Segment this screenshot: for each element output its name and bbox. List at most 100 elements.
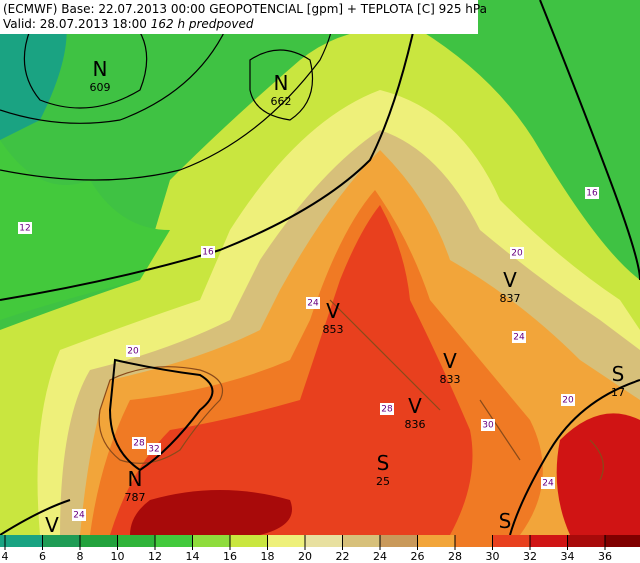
colorbar-band <box>117 535 155 547</box>
system-value: 662 <box>271 95 292 108</box>
header-box <box>0 0 478 34</box>
system-letter: V <box>443 349 457 373</box>
header-line2: Valid: 28.07.2013 18:00 162 h predpoved <box>3 17 254 31</box>
system-letter: V <box>408 394 422 418</box>
system-value: 17 <box>611 386 625 399</box>
colorbar-label: 36 <box>598 550 612 563</box>
field-red <box>110 205 473 535</box>
colorbar-label: 10 <box>111 550 125 563</box>
isotherm-label-box <box>585 187 599 199</box>
header-lead: 162 h predpoved <box>151 17 254 31</box>
contour <box>0 19 231 124</box>
system-value: 25 <box>376 475 390 488</box>
system-letter: S <box>377 451 390 475</box>
system-letter: S <box>612 362 625 386</box>
colorbar-label: 28 <box>448 550 462 563</box>
system-letter: N <box>274 71 289 95</box>
colorbar-band <box>155 535 193 547</box>
colorbar-label: 6 <box>39 550 46 563</box>
colorbar-band <box>605 535 640 547</box>
colorbar-label: 18 <box>261 550 275 563</box>
isotherm-label: 24 <box>307 299 319 309</box>
isotherm-label: 28 <box>381 405 393 415</box>
isotherm-label: 16 <box>202 248 214 258</box>
isotherm-label: 20 <box>127 347 139 357</box>
colorbar-label: 4 <box>2 550 9 563</box>
system-letter: N <box>128 467 143 491</box>
colorbar-label: 34 <box>561 550 575 563</box>
system-letter: V <box>45 513 59 537</box>
isotherm-label: 24 <box>513 333 525 343</box>
contour <box>0 499 71 536</box>
isotherm-label: 32 <box>148 445 159 455</box>
system-value: 836 <box>405 418 426 431</box>
colorbar-label: 16 <box>223 550 237 563</box>
contour <box>0 0 334 181</box>
coastline <box>329 299 604 481</box>
isotherm-label: 20 <box>562 396 574 406</box>
contour <box>249 49 314 121</box>
colorbar-band <box>267 535 305 547</box>
header-line1: (ECMWF) Base: 22.07.2013 00:00 GEOPOTENC… <box>3 2 487 16</box>
colorbar-label: 8 <box>77 550 84 563</box>
field-teal <box>0 0 67 140</box>
colorbar-label: 24 <box>373 550 387 563</box>
colorbar-band <box>230 535 268 547</box>
colorbar-band <box>492 535 530 547</box>
system-value: 853 <box>323 323 344 336</box>
system-letter: S <box>499 509 512 533</box>
isotherm-label-box <box>561 394 575 406</box>
colorbar-label: 32 <box>523 550 537 563</box>
system-letter: N <box>93 57 108 81</box>
isotherm-label-box <box>126 345 140 357</box>
isotherm-label-box <box>512 331 526 343</box>
isotherm-label-box <box>147 443 161 455</box>
isotherm-label-box <box>481 419 495 431</box>
colorbar-band <box>342 535 380 547</box>
colorbar-band <box>0 535 5 547</box>
isotherm-label: 24 <box>542 479 554 489</box>
colorbar: 4 6 8 10 12 14 16 18 20 22 24 26 28 30 32 34 36 <box>0 535 640 563</box>
field-red-east <box>556 413 640 535</box>
colorbar-label: 30 <box>486 550 500 563</box>
isotherm-label-box <box>132 437 146 449</box>
isotherm-label-box <box>72 509 86 521</box>
colorbar-label: 12 <box>148 550 162 563</box>
colorbar-label: 20 <box>298 550 312 563</box>
contour <box>108 358 214 472</box>
colorbar-band <box>5 535 43 547</box>
header-valid: Valid: 28.07.2013 18:00 <box>3 17 147 31</box>
system-value: 609 <box>90 81 111 94</box>
field-darkred <box>130 490 292 535</box>
colorbar-band <box>192 535 230 547</box>
isotherm-label-box <box>18 222 32 234</box>
colorbar-band <box>455 535 493 547</box>
system-letter: V <box>503 268 517 292</box>
colorbar-band <box>305 535 343 547</box>
colorbar-band <box>530 535 568 547</box>
colorbar-band <box>380 535 418 547</box>
isotherm-label: 28 <box>133 439 145 449</box>
colorbar-label: 14 <box>186 550 200 563</box>
isotherm-label-box <box>380 403 394 415</box>
system-value: 833 <box>440 373 461 386</box>
colorbar-label: 22 <box>336 550 350 563</box>
contour <box>0 0 421 301</box>
system-value: 837 <box>500 292 521 305</box>
isotherm-label: 20 <box>511 249 523 259</box>
colorbar-label: 26 <box>411 550 425 563</box>
system-letter: V <box>326 299 340 323</box>
colorbar-band <box>80 535 118 547</box>
isotherm-label-box <box>541 477 555 489</box>
isotherm-label-box <box>510 247 524 259</box>
contour <box>539 0 640 281</box>
coastline <box>98 366 224 464</box>
colorbar-band <box>42 535 80 547</box>
colorbar-band <box>567 535 605 547</box>
colorbar-band <box>417 535 455 547</box>
contour <box>509 379 640 536</box>
